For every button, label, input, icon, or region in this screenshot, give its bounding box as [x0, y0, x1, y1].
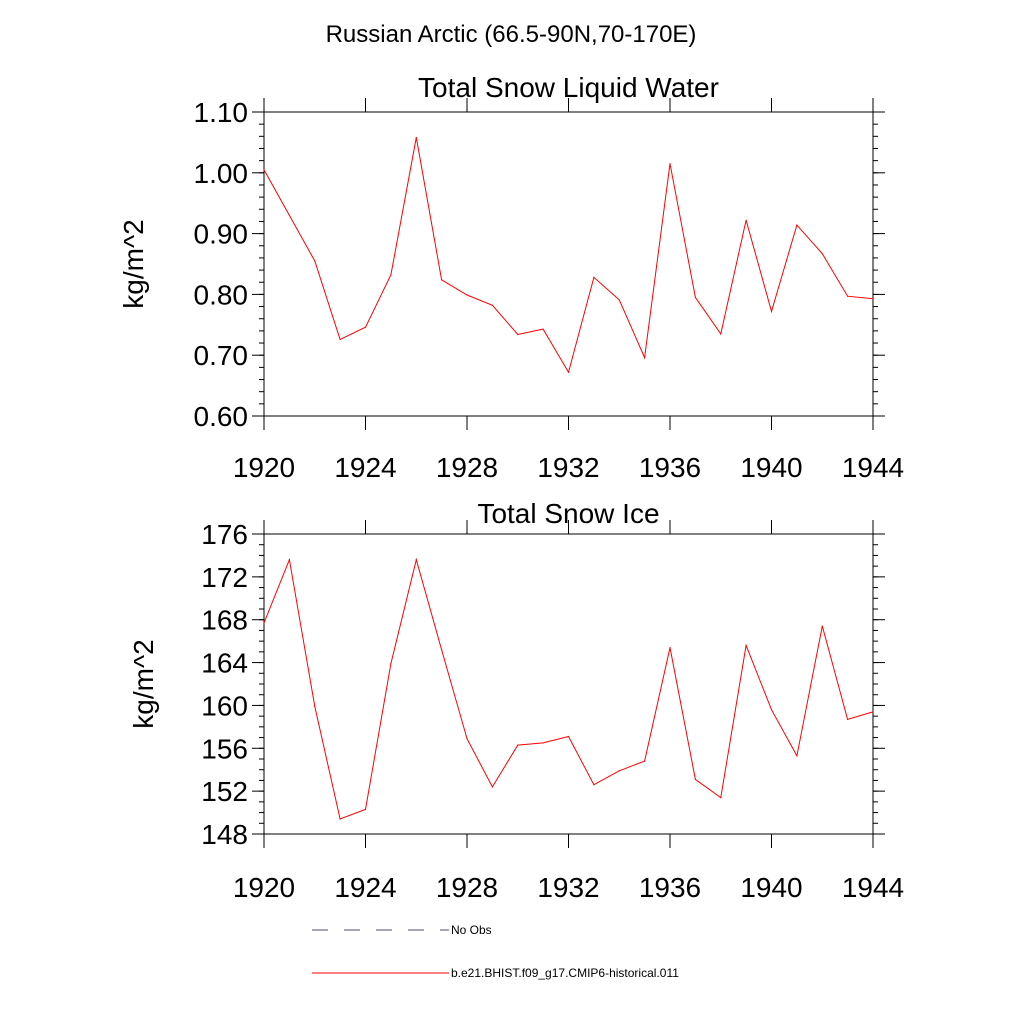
data-point — [364, 808, 367, 810]
x-tick-label: 1944 — [842, 872, 904, 903]
panel-snow-ice: Total Snow Icekg/m^214815215616016416817… — [128, 498, 904, 903]
data-point — [872, 711, 874, 713]
data-point — [796, 224, 798, 226]
data-point — [415, 559, 417, 561]
x-tick-label: 1940 — [740, 872, 802, 903]
data-point — [441, 279, 443, 281]
data-point — [669, 163, 671, 165]
y-tick-label: 176 — [201, 519, 248, 550]
data-point — [770, 310, 773, 313]
y-tick-label: 0.80 — [194, 279, 249, 310]
data-point — [415, 136, 417, 139]
data-point — [263, 622, 265, 624]
x-tick-label: 1932 — [537, 452, 599, 483]
y-tick-label: 168 — [201, 605, 248, 636]
data-point — [694, 778, 696, 780]
data-point — [390, 274, 392, 276]
data-point — [314, 260, 316, 262]
data-point — [441, 649, 443, 651]
data-point — [720, 333, 722, 335]
x-tick-label: 1928 — [436, 452, 498, 483]
x-tick-label: 1940 — [740, 452, 802, 483]
y-tick-label: 0.90 — [194, 219, 249, 250]
data-point — [542, 742, 544, 744]
data-point — [618, 299, 620, 301]
y-tick-label: 0.60 — [194, 401, 249, 432]
data-point — [593, 784, 595, 786]
data-point — [567, 735, 570, 738]
data-point — [567, 371, 570, 373]
data-point — [390, 663, 392, 665]
y-axis-label: kg/m^2 — [128, 639, 159, 728]
x-tick-label: 1924 — [334, 452, 396, 483]
region-title: Russian Arctic (66.5-90N,70-170E) — [326, 21, 697, 48]
data-point — [847, 718, 849, 720]
data-point — [644, 357, 646, 359]
data-point — [593, 276, 595, 278]
x-tick-label: 1932 — [537, 872, 599, 903]
legend-label-no-obs: No Obs — [451, 923, 492, 937]
data-point — [847, 295, 849, 297]
data-point — [288, 214, 290, 216]
data-point — [872, 298, 874, 300]
data-point — [339, 338, 341, 340]
x-tick-label: 1920 — [233, 452, 295, 483]
legend: No Obs b.e21.BHIST.f09_g17.CMIP6-histori… — [312, 923, 679, 980]
y-tick-label: 172 — [201, 562, 248, 593]
data-point — [821, 625, 823, 627]
chart-title: Total Snow Liquid Water — [418, 72, 719, 103]
y-tick-label: 1.10 — [194, 97, 249, 128]
x-tick-label: 1936 — [639, 872, 701, 903]
data-point — [491, 304, 493, 306]
data-point — [466, 294, 468, 296]
data-point — [491, 786, 493, 788]
series-line — [263, 137, 874, 374]
data-point — [669, 646, 671, 649]
y-tick-label: 156 — [201, 733, 248, 764]
data-point — [314, 705, 316, 708]
data-point — [644, 760, 646, 762]
x-tick-label: 1920 — [233, 872, 295, 903]
data-point — [720, 796, 722, 799]
data-point — [542, 328, 544, 330]
data-point — [339, 818, 341, 820]
plot-frame — [263, 533, 874, 835]
panel-snow-liquid-water: Total Snow Liquid Water kg/m^2 0.60 0.70 0.8… — [118, 72, 904, 483]
x-tick-label: 1944 — [842, 452, 904, 483]
y-tick-label: 148 — [201, 819, 248, 850]
y-tick-label: 1.00 — [194, 158, 249, 189]
x-tick-label: 1924 — [334, 872, 396, 903]
series-line — [263, 557, 874, 820]
data-point — [263, 169, 265, 171]
data-point — [517, 333, 519, 336]
y-tick-label: 0.70 — [194, 340, 249, 371]
data-point — [770, 709, 773, 711]
x-tick-label: 1928 — [436, 872, 498, 903]
y-tick-label: 164 — [201, 648, 248, 679]
data-point — [618, 770, 620, 772]
y-tick-label: 160 — [201, 690, 248, 721]
data-point — [694, 296, 696, 299]
legend-label-model: b.e21.BHIST.f09_g17.CMIP6-historical.011 — [451, 966, 679, 980]
y-tick-label: 152 — [201, 776, 248, 807]
y-axis-label: kg/m^2 — [118, 219, 149, 308]
data-point — [796, 755, 798, 757]
data-point — [745, 644, 747, 647]
data-point — [821, 253, 823, 255]
data-point — [517, 744, 519, 746]
data-point — [288, 559, 290, 561]
data-point — [364, 326, 367, 328]
x-tick-label: 1936 — [639, 452, 701, 483]
data-point — [466, 738, 468, 740]
data-point — [745, 219, 747, 221]
